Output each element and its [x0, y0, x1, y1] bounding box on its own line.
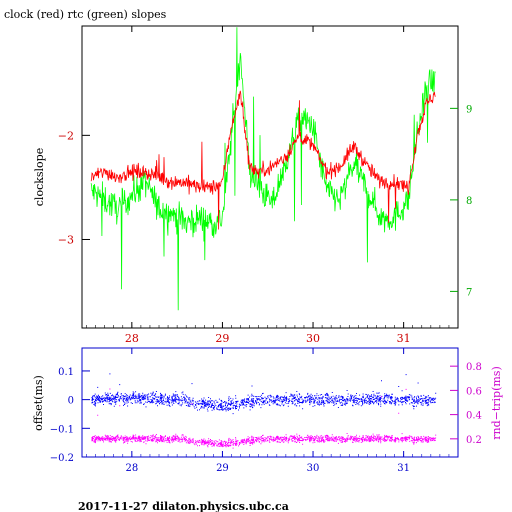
- y-tick-label: 0: [68, 396, 74, 407]
- figure-title: clock (red) rtc (green) slopes: [4, 8, 167, 21]
- x-tick-label: 30: [306, 332, 320, 345]
- y-tick-label: 0.1: [58, 367, 74, 378]
- y-tick-label: −0.2: [50, 453, 74, 464]
- series-line-rtc: [90, 27, 436, 311]
- roundtrip-y-axis-label: rnd−trip(ms): [490, 366, 503, 440]
- x-tick-label: 29: [215, 332, 229, 345]
- x-tick-label: 30: [307, 463, 320, 474]
- offset-panel: offset(ms) rnd−trip(ms) 28 29 30 31 −0.2 −0.…: [32, 347, 503, 474]
- x-tick-label: 31: [397, 463, 410, 474]
- slope-y-axis-label: clockslope: [33, 148, 46, 206]
- series-points-offset: [91, 373, 437, 415]
- y-tick-label: −3: [58, 233, 74, 246]
- series-line-clock: [90, 90, 436, 230]
- slope-panel: clockslope 28 29 30 31 −3 −2 7 8 9: [33, 25, 472, 345]
- series-points-rnd-trip: [91, 388, 437, 449]
- offset-y-axis-label: offset(ms): [32, 375, 45, 431]
- x-tick-label: 28: [125, 332, 139, 345]
- y2-tick-label: 0.2: [466, 435, 482, 446]
- offset-frame: [81, 347, 459, 458]
- x-tick-label: 29: [216, 463, 229, 474]
- x-tick-label: 31: [397, 332, 411, 345]
- y2-tick-label: 8: [466, 196, 472, 207]
- y2-tick-label: 0.4: [466, 411, 482, 422]
- slope-frame: [81, 25, 459, 329]
- x-tick-label: 28: [125, 463, 138, 474]
- y-tick-label: −2: [58, 129, 74, 142]
- y2-tick-label: 9: [466, 104, 472, 115]
- figure-footer: 2017-11-27 dilaton.physics.ubc.ca: [78, 500, 289, 512]
- y2-tick-label: 0.6: [466, 386, 482, 397]
- y2-tick-label: 7: [466, 287, 472, 298]
- y2-tick-label: 0.8: [466, 362, 482, 373]
- y-tick-label: −0.1: [50, 424, 74, 435]
